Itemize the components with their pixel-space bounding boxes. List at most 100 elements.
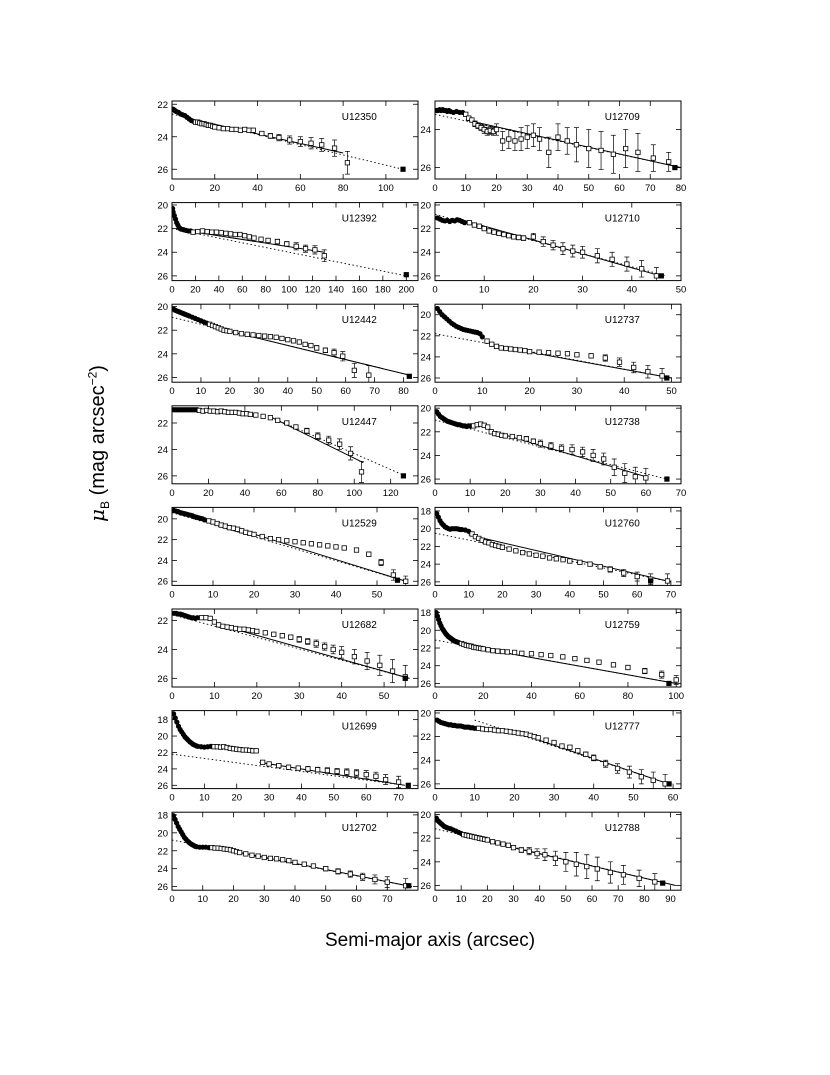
outer-point bbox=[584, 863, 590, 870]
y-tick-label: 26 bbox=[420, 679, 431, 690]
outer-point bbox=[325, 543, 331, 549]
x-tick-label: 70 bbox=[645, 183, 656, 194]
x-tick-label: 80 bbox=[676, 183, 687, 194]
y-tick-label: 24 bbox=[420, 560, 431, 571]
outer-point bbox=[302, 341, 308, 347]
x-tick-label: 30 bbox=[531, 589, 542, 600]
limit-marker bbox=[664, 476, 670, 482]
outer-point bbox=[602, 355, 608, 361]
panel-plot-area bbox=[172, 407, 407, 483]
outer-point bbox=[546, 555, 553, 561]
outer-point bbox=[330, 646, 336, 653]
outer-point bbox=[636, 875, 642, 881]
outer-point bbox=[519, 650, 525, 656]
limit-marker bbox=[405, 782, 411, 788]
outer-point bbox=[607, 566, 613, 573]
outer-point bbox=[632, 474, 638, 480]
x-tick-label: 0 bbox=[169, 285, 174, 296]
outer-point bbox=[251, 235, 257, 241]
outer-point bbox=[522, 347, 528, 354]
outer-point bbox=[334, 768, 340, 774]
outer-point bbox=[246, 127, 252, 133]
y-tick-label: 26 bbox=[420, 577, 431, 588]
outer-point bbox=[570, 248, 576, 254]
y-tick-label: 22 bbox=[157, 846, 168, 857]
outer-point bbox=[204, 228, 210, 235]
y-tick-label: 26 bbox=[157, 882, 168, 893]
panel-u12350: 0 20 40 60 80 100 22 24 26 U12350 bbox=[157, 100, 419, 194]
outer-point bbox=[237, 231, 243, 238]
outer-point bbox=[545, 350, 552, 356]
limit-marker bbox=[400, 473, 407, 479]
x-tick-label: 40 bbox=[296, 793, 307, 804]
outer-point bbox=[322, 347, 328, 353]
x-tick-label: 60 bbox=[351, 894, 362, 905]
x-tick-label: 60 bbox=[632, 589, 643, 600]
x-tick-label: 50 bbox=[561, 894, 572, 905]
outer-point bbox=[594, 866, 600, 872]
outer-point bbox=[244, 331, 250, 337]
x-tick-label: 80 bbox=[623, 691, 634, 702]
outer-point bbox=[276, 134, 282, 141]
outer-point bbox=[509, 433, 515, 440]
x-tick-label: 70 bbox=[369, 386, 380, 397]
panel-frame bbox=[171, 100, 419, 180]
y-axis-label-subscript: B bbox=[98, 500, 112, 509]
x-tick-label: 50 bbox=[676, 285, 687, 296]
x-tick-label: 0 bbox=[169, 793, 174, 804]
x-tick-label: 20 bbox=[524, 386, 535, 397]
outer-point bbox=[267, 133, 274, 139]
outer-point bbox=[316, 542, 323, 548]
outer-point bbox=[227, 328, 233, 334]
outer-point bbox=[591, 755, 597, 761]
outer-point bbox=[626, 769, 633, 775]
outer-point bbox=[586, 145, 592, 152]
outer-point bbox=[347, 871, 353, 877]
x-tick-label: 20 bbox=[203, 488, 214, 499]
outer-point bbox=[274, 238, 281, 245]
outer-point bbox=[490, 648, 496, 654]
x-tick-label: 60 bbox=[641, 488, 652, 499]
panel-u12442: 0 10 20 30 40 50 60 70 80 20 22 24 26 U12442 bbox=[157, 302, 419, 397]
outer-point bbox=[351, 654, 357, 660]
outer-point bbox=[195, 228, 201, 235]
y-tick-label: 22 bbox=[420, 331, 431, 342]
outer-point bbox=[535, 735, 541, 741]
x-tick-label: 20 bbox=[252, 691, 263, 702]
outer-point bbox=[510, 845, 517, 851]
fit-line-solid bbox=[195, 231, 325, 253]
outer-point bbox=[287, 137, 293, 143]
x-tick-label: 10 bbox=[479, 285, 490, 296]
y-tick-label: 20 bbox=[420, 810, 431, 821]
outer-point bbox=[241, 626, 247, 632]
panel-plot-area bbox=[172, 610, 410, 687]
outer-point bbox=[659, 373, 665, 379]
outer-point bbox=[597, 564, 603, 570]
outer-point bbox=[548, 443, 554, 449]
x-tick-label: 50 bbox=[666, 386, 677, 397]
x-tick-label: 0 bbox=[432, 183, 437, 194]
outer-point bbox=[372, 876, 378, 883]
x-tick-label: 20 bbox=[482, 894, 493, 905]
outer-point bbox=[469, 531, 475, 537]
outer-point bbox=[573, 142, 580, 148]
outer-point bbox=[335, 868, 341, 874]
y-tick-label: 26 bbox=[420, 373, 431, 384]
galaxy-label: U12447 bbox=[342, 417, 377, 428]
x-tick-label: 50 bbox=[583, 183, 594, 194]
outer-point bbox=[199, 615, 205, 621]
y-tick-label: 26 bbox=[157, 577, 168, 588]
x-tick-label: 40 bbox=[553, 183, 564, 194]
outer-point bbox=[258, 236, 264, 242]
x-tick-label: 30 bbox=[508, 894, 519, 905]
x-tick-label: 40 bbox=[331, 589, 342, 600]
x-tick-label: 30 bbox=[294, 691, 305, 702]
x-tick-label: 30 bbox=[259, 894, 270, 905]
outer-point bbox=[331, 350, 337, 356]
outer-point bbox=[501, 231, 507, 238]
outer-point bbox=[358, 469, 365, 475]
galaxy-label: U12709 bbox=[605, 112, 640, 123]
outer-point bbox=[321, 253, 327, 259]
outer-point bbox=[609, 256, 615, 262]
panel-u12777: 0 10 20 30 40 50 60 20 22 24 26 U12777 bbox=[420, 708, 682, 804]
